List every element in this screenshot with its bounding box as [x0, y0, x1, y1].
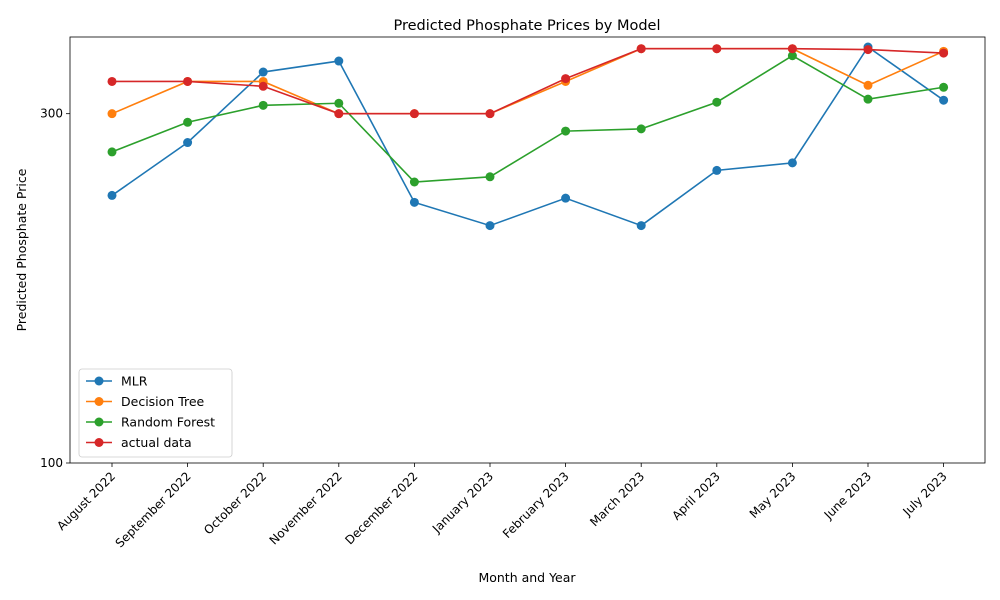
legend-box [78, 368, 233, 458]
data-point-actual-data [561, 74, 571, 84]
data-point-mlr [183, 138, 193, 148]
data-point-random-forest [561, 126, 571, 136]
data-point-random-forest [409, 177, 419, 187]
series-random-forest [107, 51, 949, 187]
data-point-mlr [787, 158, 797, 168]
data-point-actual-data [409, 109, 419, 119]
data-point-mlr [107, 190, 117, 200]
x-tick-label: February 2023 [500, 469, 572, 541]
legend-swatch-marker [94, 417, 104, 427]
series-line-actual-data [112, 47, 944, 115]
data-point-mlr [485, 221, 495, 231]
x-axis-label: Month and Year [478, 570, 576, 585]
data-point-random-forest [183, 117, 193, 127]
legend-item-mlr: MLR [86, 374, 148, 389]
legend: MLR Decision Tree Random Forest actual data [78, 368, 233, 458]
x-tick-label: August 2022 [54, 469, 118, 533]
data-point-actual-data [183, 76, 193, 86]
data-point-actual-data [334, 109, 344, 119]
data-point-actual-data [258, 81, 268, 91]
data-point-random-forest [485, 172, 495, 182]
data-point-mlr [561, 193, 571, 203]
data-point-random-forest [712, 97, 722, 107]
series-line-random-forest [111, 54, 944, 183]
x-tick-label: May 2023 [747, 469, 799, 521]
x-tick-label: January 2023 [429, 469, 496, 536]
plot-frame [69, 36, 986, 464]
data-point-actual-data [636, 44, 646, 54]
data-point-mlr [636, 221, 646, 231]
legend-label: actual data [121, 435, 192, 450]
data-point-actual-data [712, 44, 722, 54]
x-tick-label: March 2023 [587, 469, 647, 529]
series-line-decision-tree [111, 47, 944, 115]
legend-swatch-marker [94, 438, 104, 447]
y-tick-label: 300 [40, 107, 63, 121]
data-point-random-forest [939, 82, 949, 92]
legend-label: Decision Tree [121, 394, 205, 409]
data-point-random-forest [258, 100, 268, 110]
y-axis-ticks: 100 300 [40, 107, 70, 470]
data-point-random-forest [863, 94, 873, 104]
data-point-decision-tree [863, 80, 873, 90]
x-tick-label: November 2022 [267, 469, 345, 547]
data-point-mlr [258, 67, 268, 77]
legend-swatch-marker [94, 397, 104, 406]
data-point-mlr [409, 197, 419, 207]
x-tick-label: April 2023 [669, 469, 723, 523]
legend-item-random-forest: Random Forest [86, 415, 215, 430]
series-mlr [107, 42, 949, 231]
series-line-mlr [111, 45, 945, 227]
legend-item-decision-tree: Decision Tree [86, 394, 205, 409]
data-point-random-forest [636, 124, 646, 134]
data-point-random-forest [107, 147, 117, 157]
y-tick-label: 100 [40, 456, 63, 470]
data-point-actual-data [939, 48, 949, 58]
x-tick-label: December 2022 [342, 469, 420, 547]
x-tick-label: June 2023 [821, 469, 874, 522]
legend-item-actual-data: actual data [86, 435, 192, 450]
data-point-actual-data [787, 44, 797, 54]
data-point-mlr [712, 165, 722, 175]
y-axis-label: Predicted Phosphate Price [14, 168, 29, 331]
legend-label: MLR [121, 374, 148, 389]
data-point-random-forest [787, 51, 797, 61]
data-point-actual-data [107, 76, 117, 86]
legend-label: Random Forest [121, 415, 215, 430]
legend-swatch-marker [94, 376, 104, 386]
series-actual-data [107, 44, 949, 119]
chart-title: Predicted Phosphate Prices by Model [394, 18, 661, 34]
data-point-actual-data [863, 45, 873, 55]
data-point-mlr [939, 95, 949, 105]
data-point-mlr [334, 56, 344, 66]
data-point-actual-data [485, 109, 495, 119]
x-tick-label: October 2022 [201, 469, 269, 537]
x-tick-label: September 2022 [113, 469, 194, 550]
series-layer [107, 42, 949, 231]
x-tick-label: July 2023 [900, 469, 950, 519]
data-point-decision-tree [107, 109, 117, 119]
data-point-random-forest [334, 98, 344, 108]
